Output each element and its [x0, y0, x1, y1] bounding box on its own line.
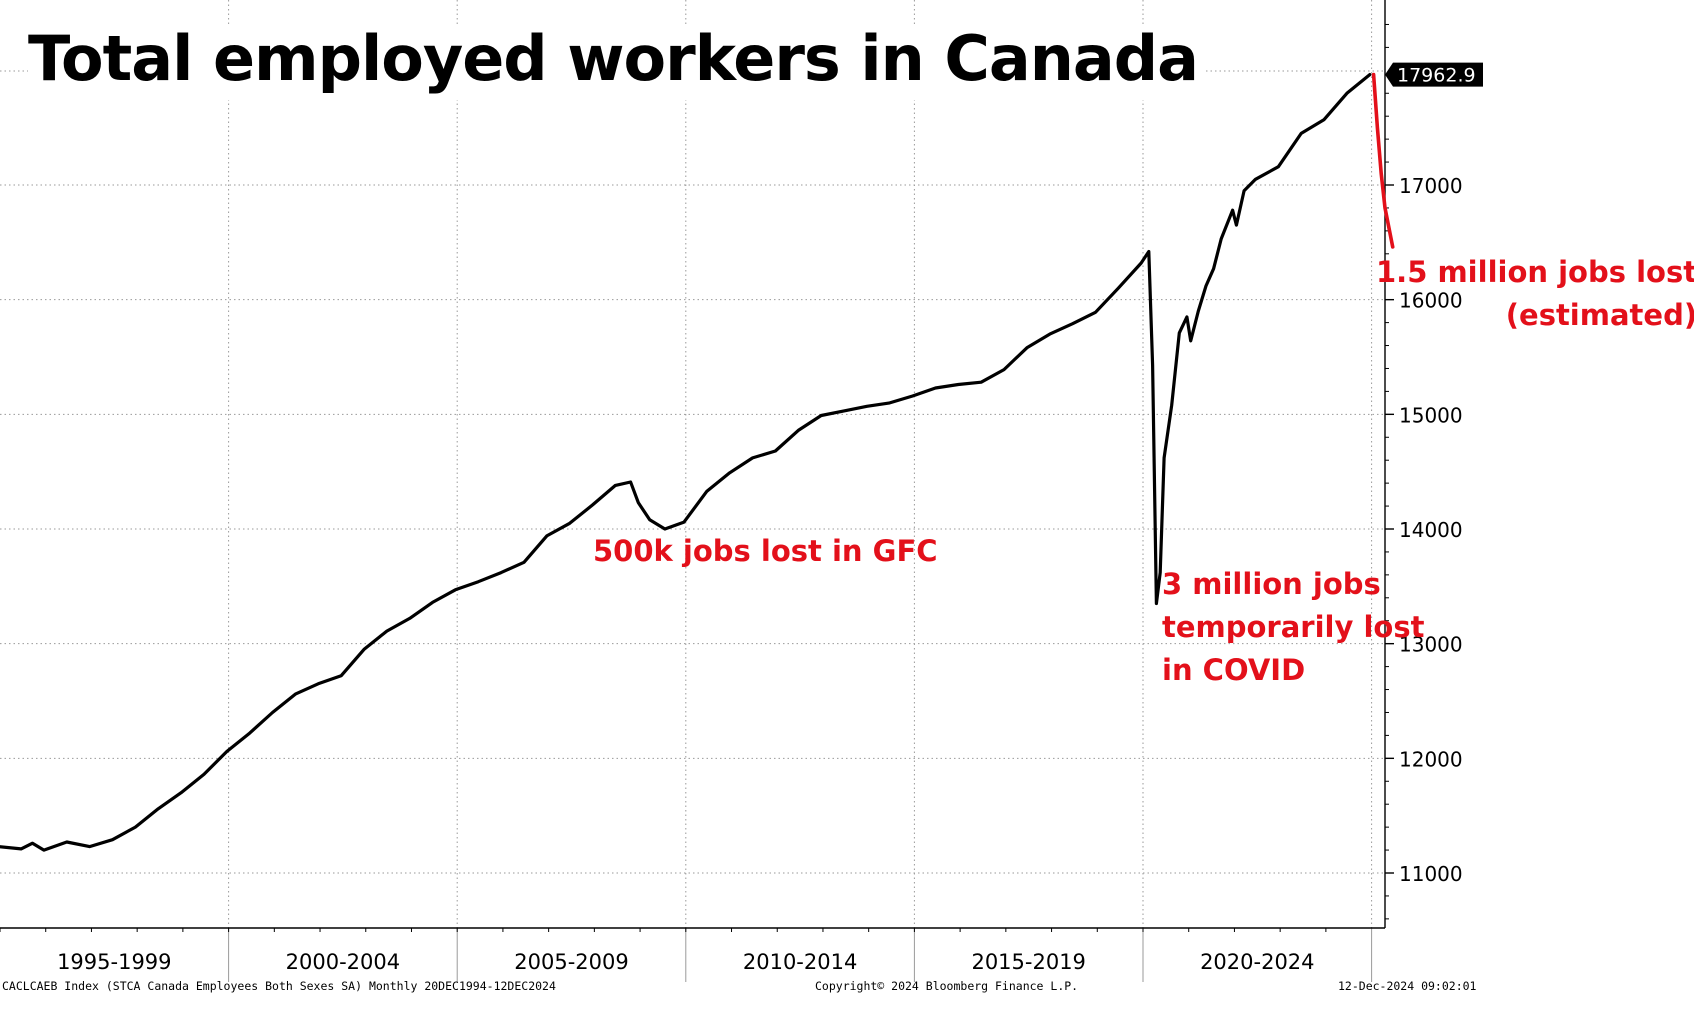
employment-series-line — [0, 73, 1372, 852]
chart-title: Total employed workers in Canada — [28, 26, 1204, 100]
source-note: CACLCAEB Index (STCA Canada Employees Bo… — [2, 979, 556, 993]
x-group-label: 1995-1999 — [57, 950, 171, 974]
timestamp: 12-Dec-2024 09:02:01 — [1338, 979, 1477, 993]
gfc-annotation: 500k jobs lost in GFC — [593, 534, 938, 568]
y-tick-label: 17000 — [1399, 174, 1463, 198]
y-tick-label: 11000 — [1399, 862, 1463, 886]
x-group-label: 2010-2014 — [743, 950, 857, 974]
last-value-box — [1385, 62, 1483, 87]
estimated-decline-line — [1371, 72, 1395, 249]
estimate-annotation: 1.5 million jobs lost (estimated) — [1376, 255, 1694, 332]
y-tick-label: 12000 — [1399, 747, 1463, 771]
last-value-label: 17962.9 — [1397, 65, 1476, 87]
y-tick-label: 15000 — [1399, 403, 1463, 427]
x-group-label: 2000-2004 — [286, 950, 400, 974]
y-tick-label: 16000 — [1399, 289, 1463, 313]
x-group-label: 2020-2024 — [1200, 950, 1314, 974]
x-group-label: 2005-2009 — [514, 950, 628, 974]
copyright-note: Copyright© 2024 Bloomberg Finance L.P. — [815, 979, 1079, 993]
y-tick-label: 14000 — [1399, 518, 1463, 542]
y-tick-label: 13000 — [1399, 633, 1463, 657]
covid-annotation: 3 million jobs temporarily lost in COVID — [1162, 567, 1425, 687]
x-group-label: 2015-2019 — [971, 950, 1085, 974]
